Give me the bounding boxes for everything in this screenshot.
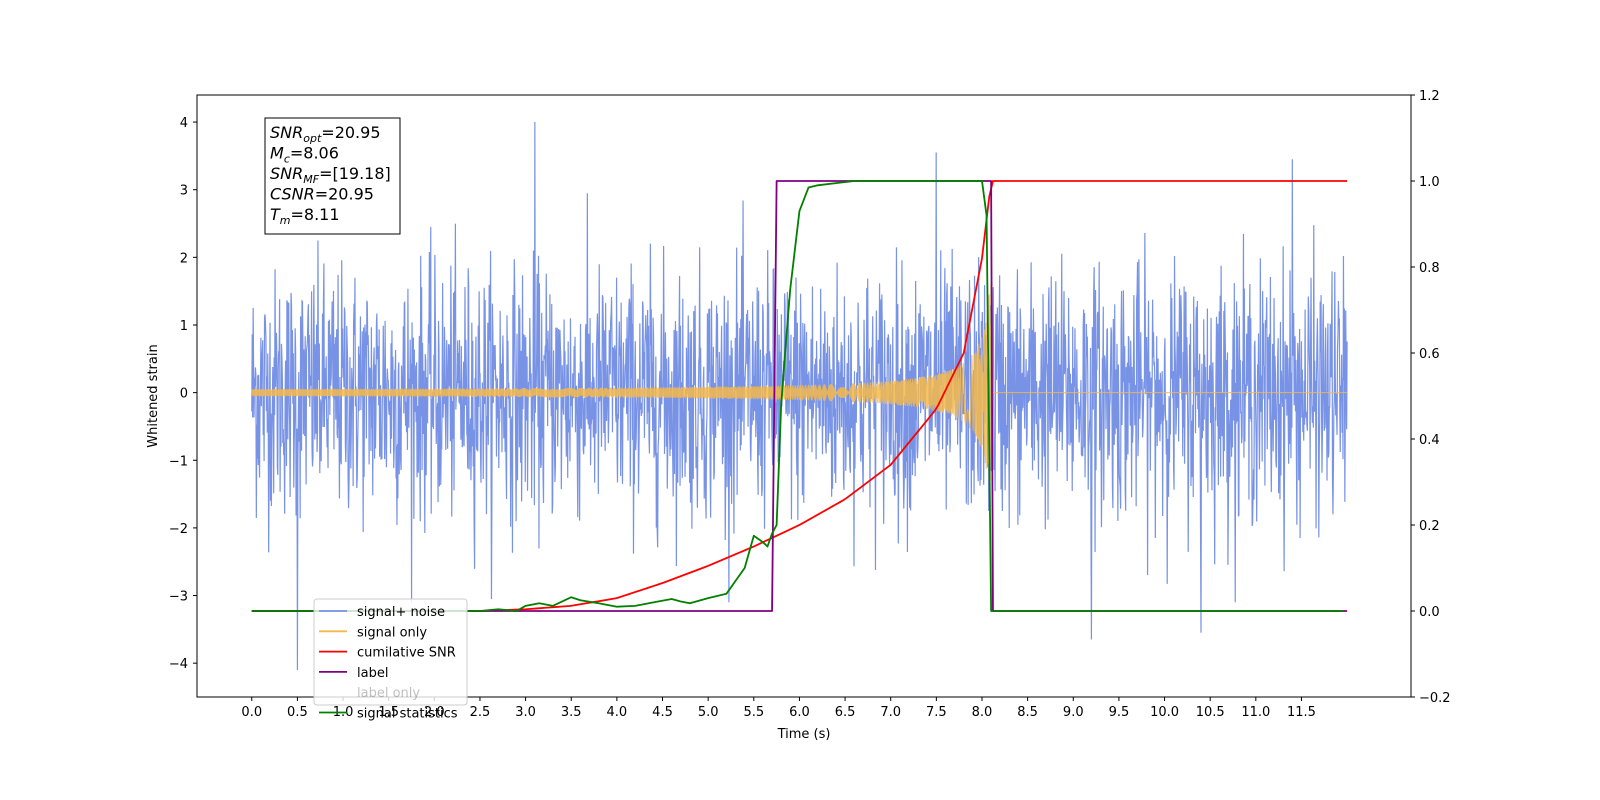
y-axis-left: −4 −3 −2 −1 0 1 2 3 4 <box>169 116 197 672</box>
y-left-tick-label: 4 <box>180 116 188 131</box>
annotation-subscript: opt <box>303 132 322 145</box>
annotation-subscript: MF <box>303 173 319 186</box>
y-left-tick-label: 1 <box>180 319 188 334</box>
x-tick-label: 4.5 <box>652 705 673 720</box>
legend-frame <box>313 598 468 706</box>
annotation-box-frame <box>264 117 401 235</box>
x-tick-label: 8.0 <box>972 705 993 720</box>
x-tick-label: 3.5 <box>561 705 582 720</box>
x-tick-label: 8.5 <box>1017 705 1038 720</box>
y-left-tick-label: −4 <box>169 657 188 672</box>
annotation-line: CSNR=20.95 <box>270 185 374 204</box>
y-left-tick-label: 0 <box>180 387 188 402</box>
x-tick-label: 5.5 <box>743 705 764 720</box>
annotation-value: =[19.18] <box>319 164 391 183</box>
x-tick-label: 7.5 <box>926 705 947 720</box>
plot-frame <box>196 94 1412 698</box>
x-tick-label: 9.0 <box>1063 705 1084 720</box>
x-axis: 0.0 0.5 1.0 1.5 2.0 2.5 3.0 3.5 4.0 4.5 5.0 5.5 6.0 6… <box>241 697 1316 720</box>
y-left-tick-label: −1 <box>169 454 188 469</box>
x-tick-label: 10.0 <box>1150 705 1179 720</box>
x-axis-label: Time (s) <box>777 727 831 742</box>
legend-entry-label: signal only <box>357 625 427 640</box>
annotation-symbol: SNR <box>270 123 303 142</box>
annotation-line: SNRMF=[19.18] <box>270 164 391 186</box>
annotation-value: =8.06 <box>290 144 339 163</box>
x-tick-label: 5.0 <box>698 705 719 720</box>
annotation-value: =8.11 <box>291 205 340 224</box>
legend-entry-label: signal+ noise <box>357 605 445 620</box>
y-right-tick-label: 0.6 <box>1419 347 1440 362</box>
legend: signal+ noise signal only cumilative SNR la… <box>313 598 468 722</box>
annotation-line: SNRopt=20.95 <box>270 123 381 145</box>
legend-entry-label: cumilative SNR <box>357 646 456 661</box>
annotation-symbol: CSNR <box>270 185 315 204</box>
x-tick-label: 6.5 <box>835 705 856 720</box>
legend-entry-label: signal statistics <box>357 707 458 722</box>
y-left-tick-label: −2 <box>169 522 188 537</box>
y-axis-right: −0.2 0.0 0.2 0.4 0.6 0.8 1.0 1.2 <box>1411 89 1451 706</box>
y-left-tick-label: 3 <box>180 184 188 199</box>
x-tick-label: 11.5 <box>1287 705 1316 720</box>
annotation-subscript: c <box>284 153 290 166</box>
x-tick-label: 0.5 <box>287 705 308 720</box>
annotation-value: =20.95 <box>321 123 380 142</box>
annotation-symbol: T <box>270 205 281 224</box>
x-tick-label: 1.5 <box>378 705 399 720</box>
legend-entry-label: label <box>357 666 388 681</box>
x-tick-label: 2.5 <box>470 705 491 720</box>
y-right-tick-label: 0.4 <box>1419 433 1440 448</box>
x-tick-label: 3.0 <box>515 705 536 720</box>
y-right-tick-label: 1.2 <box>1419 89 1440 104</box>
annotation-line: Tm=8.11 <box>270 205 340 227</box>
x-tick-label: 7.0 <box>880 705 901 720</box>
x-tick-label: 4.0 <box>607 705 628 720</box>
x-tick-label: 2.0 <box>424 705 445 720</box>
stats-annotation-box: SNRopt=20.95Mc=8.06SNRMF=[19.18]CSNR=20.… <box>264 117 401 235</box>
y-right-tick-label: −0.2 <box>1419 691 1451 706</box>
annotation-symbol: SNR <box>270 164 303 183</box>
series-signal-only-line <box>251 283 1348 485</box>
x-tick-label: 9.5 <box>1109 705 1130 720</box>
y-right-tick-label: 0.2 <box>1419 519 1440 534</box>
y-axis-label: Whitened strain <box>146 344 161 447</box>
legend-entry-label: label only <box>357 686 420 701</box>
y-left-tick-label: −3 <box>169 590 188 605</box>
annotation-subscript: m <box>280 214 291 227</box>
series-signal-statistics-line <box>251 180 1343 612</box>
y-left-tick-label: 2 <box>180 251 188 266</box>
annotation-value: =20.95 <box>315 185 374 204</box>
x-tick-label: 11.0 <box>1241 705 1270 720</box>
annotation-symbol: M <box>270 144 284 163</box>
x-tick-label: 10.5 <box>1196 705 1225 720</box>
y-right-tick-label: 0.0 <box>1419 605 1440 620</box>
annotation-line: Mc=8.06 <box>270 144 339 166</box>
y-right-tick-label: 0.8 <box>1419 261 1440 276</box>
y-right-tick-label: 1.0 <box>1419 175 1440 190</box>
x-tick-label: 0.0 <box>241 705 262 720</box>
series-layer <box>251 122 1348 670</box>
x-tick-label: 6.0 <box>789 705 810 720</box>
